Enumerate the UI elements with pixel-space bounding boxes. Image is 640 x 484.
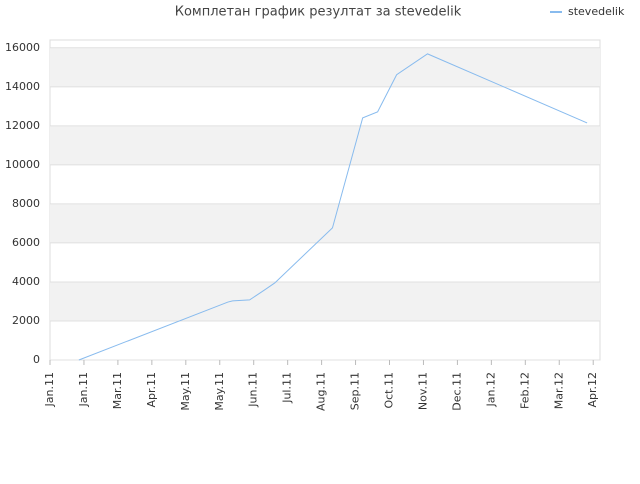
- x-tick-label: Nov.11: [416, 372, 429, 410]
- x-tick-label: Mar.12: [552, 372, 565, 409]
- grid-band: [50, 47, 600, 87]
- y-tick-label: 8000: [12, 197, 40, 210]
- x-tick-label: Jun.11: [247, 372, 260, 408]
- x-tick-label: Jan.11: [43, 372, 56, 407]
- y-tick-label: 4000: [12, 275, 40, 288]
- y-tick-label: 0: [33, 353, 40, 366]
- x-tick-label: May.11: [179, 372, 192, 411]
- y-tick-label: 2000: [12, 314, 40, 327]
- legend-label: stevedelik: [568, 5, 625, 18]
- x-tick-label: Dec.11: [450, 372, 463, 411]
- x-tick-label: Feb.12: [518, 372, 531, 409]
- x-tick-label: Apr.12: [586, 372, 599, 408]
- grid-band: [50, 203, 600, 243]
- x-tick-label: Oct.11: [383, 372, 396, 409]
- x-tick-label: Sep.11: [349, 372, 362, 410]
- y-tick-label: 14000: [5, 80, 40, 93]
- x-tick-label: Jul.11: [281, 372, 294, 404]
- y-tick-label: 12000: [5, 119, 40, 132]
- chart-title: Комплетан график резултат за stevedelik: [175, 5, 462, 20]
- grid-band: [50, 281, 600, 321]
- y-tick-label: 6000: [12, 236, 40, 249]
- x-tick-label: Jan.12: [484, 372, 497, 407]
- x-tick-label: Mar.11: [111, 372, 124, 409]
- y-tick-label: 16000: [5, 41, 40, 54]
- x-tick-label: Aug.11: [315, 372, 328, 411]
- x-tick-label: Jan.11: [77, 372, 90, 407]
- y-tick-label: 10000: [5, 158, 40, 171]
- line: [78, 53, 588, 361]
- x-tick-label: May.11: [213, 372, 226, 411]
- x-tick-label: Apr.11: [145, 372, 158, 408]
- grid-band: [50, 125, 600, 165]
